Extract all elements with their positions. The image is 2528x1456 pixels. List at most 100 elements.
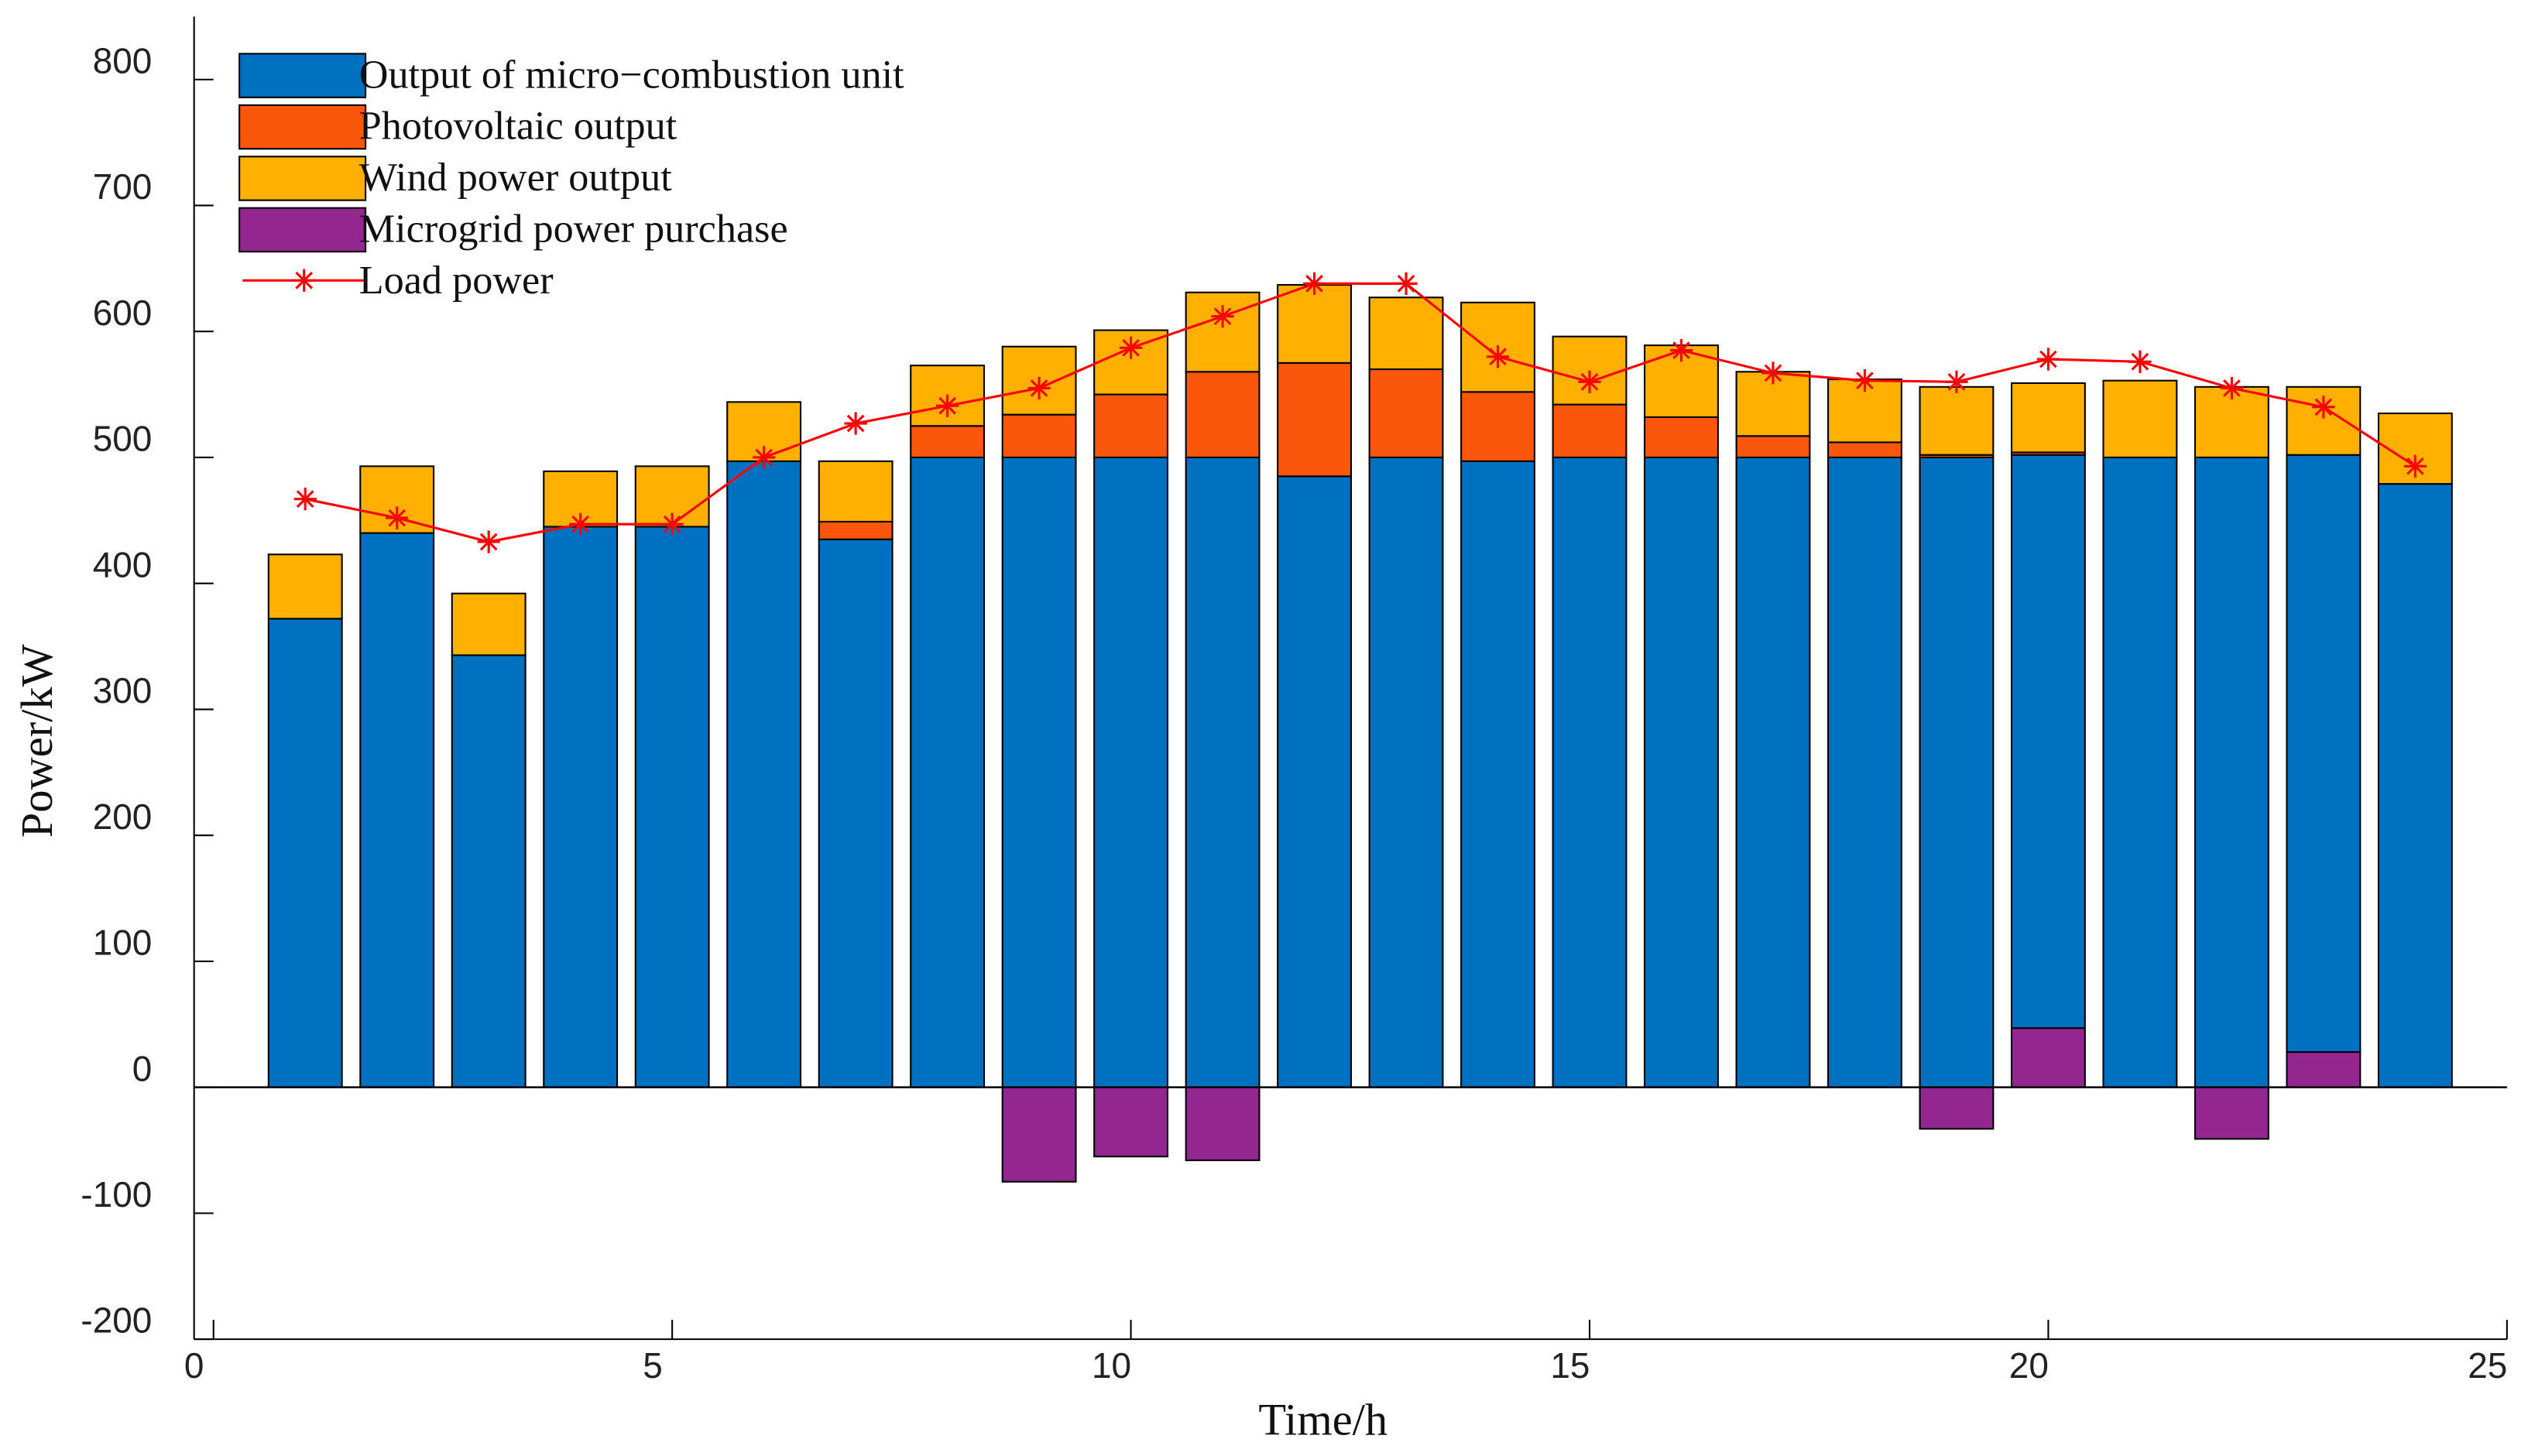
- marker: [1853, 369, 1877, 392]
- bar: [1093, 393, 1169, 458]
- bar: [2377, 483, 2453, 1088]
- legend-swatch: [238, 53, 367, 98]
- bar: [1277, 283, 1352, 364]
- bar: [1644, 416, 1719, 458]
- bar: [1735, 456, 1811, 1088]
- legend-label: Microgrid power purchase: [359, 207, 788, 252]
- marker: [1486, 345, 1510, 368]
- marker: [660, 512, 684, 536]
- bar: [1093, 456, 1169, 1088]
- marker: [1302, 272, 1326, 295]
- x-tick-label: 20: [2009, 1345, 2049, 1386]
- bar: [1368, 296, 1444, 371]
- bar: [1644, 456, 1719, 1088]
- bar: [1919, 1086, 1995, 1130]
- bar: [267, 618, 343, 1088]
- bar: [2194, 1086, 2269, 1140]
- y-tick-label: -100: [81, 1174, 152, 1214]
- bar: [1919, 456, 1995, 1088]
- marker: [1394, 272, 1418, 295]
- y-tick-label: 400: [93, 544, 153, 584]
- bar: [451, 592, 527, 656]
- y-tick-label: 800: [93, 40, 153, 81]
- legend-label: Load power: [359, 258, 554, 303]
- y-axis-label: Power/kW: [12, 643, 62, 838]
- bar: [1827, 441, 1902, 458]
- bar: [2286, 1051, 2362, 1088]
- marker: [1211, 305, 1234, 328]
- marker: [477, 530, 500, 553]
- bar: [818, 520, 894, 540]
- bar: [818, 538, 894, 1088]
- bar: [910, 425, 986, 458]
- bar: [2286, 454, 2362, 1053]
- y-tick-label: 0: [132, 1048, 153, 1088]
- bar: [1368, 368, 1444, 458]
- bar: [2010, 454, 2086, 1029]
- y-tick-label: 700: [93, 166, 153, 207]
- bar: [1001, 456, 1077, 1088]
- y-tick-label: 600: [93, 293, 153, 333]
- bar: [1185, 291, 1261, 373]
- marker: [2128, 350, 2152, 373]
- bar: [451, 654, 527, 1088]
- bar: [1735, 435, 1811, 458]
- x-axis-label: Time/h: [1258, 1394, 1387, 1444]
- marker: [1578, 370, 1601, 393]
- y-tick-label: -200: [81, 1300, 152, 1341]
- marker: [2036, 348, 2060, 371]
- x-tick-label: 15: [1550, 1345, 1590, 1386]
- marker: [1761, 361, 1785, 385]
- bar: [1460, 391, 1535, 462]
- bar: [1001, 413, 1077, 458]
- legend-label: Wind power output: [359, 155, 672, 200]
- bar: [2194, 456, 2269, 1088]
- legend-swatch: [238, 104, 367, 150]
- marker: [1119, 336, 1143, 359]
- bar: [543, 526, 619, 1088]
- marker: [935, 394, 959, 417]
- bar: [267, 553, 343, 620]
- legend-label: Output of micro−combustion unit: [359, 52, 904, 97]
- marker: [293, 269, 316, 292]
- bar: [1185, 456, 1261, 1088]
- bar: [1368, 456, 1444, 1088]
- bar: [726, 460, 802, 1088]
- bar: [1001, 1086, 1077, 1183]
- x-tick-label: 25: [2468, 1345, 2507, 1386]
- marker: [293, 488, 317, 511]
- y-tick-label: 300: [93, 670, 153, 711]
- marker: [569, 512, 592, 536]
- bar: [818, 460, 894, 522]
- bar: [1460, 460, 1535, 1088]
- bar: [1093, 1086, 1169, 1158]
- x-tick-label: 0: [184, 1345, 204, 1386]
- bar: [1552, 335, 1628, 406]
- y-tick-label: 100: [93, 923, 153, 963]
- x-tick-label: 10: [1092, 1345, 1131, 1386]
- bar: [1277, 361, 1352, 478]
- marker: [844, 412, 867, 435]
- bar: [2010, 382, 2086, 454]
- y-tick-label: 500: [93, 419, 153, 459]
- y-tick-label: 200: [93, 797, 153, 837]
- legend-swatch: [238, 156, 367, 201]
- bar: [1185, 371, 1261, 458]
- bar: [910, 456, 986, 1088]
- marker: [2403, 454, 2427, 478]
- bar: [2010, 1027, 2086, 1088]
- bar: [1277, 475, 1352, 1088]
- marker: [1027, 376, 1051, 400]
- marker: [2220, 376, 2244, 400]
- legend-swatch: [238, 207, 367, 253]
- marker: [1669, 339, 1693, 362]
- bar: [2102, 456, 2178, 1088]
- marker: [1945, 370, 1968, 393]
- bar: [1552, 456, 1628, 1088]
- bar: [1185, 1086, 1261, 1162]
- legend-label: Photovoltaic output: [359, 104, 677, 149]
- marker: [2312, 396, 2335, 419]
- bar: [359, 532, 435, 1088]
- bar: [1919, 385, 1995, 456]
